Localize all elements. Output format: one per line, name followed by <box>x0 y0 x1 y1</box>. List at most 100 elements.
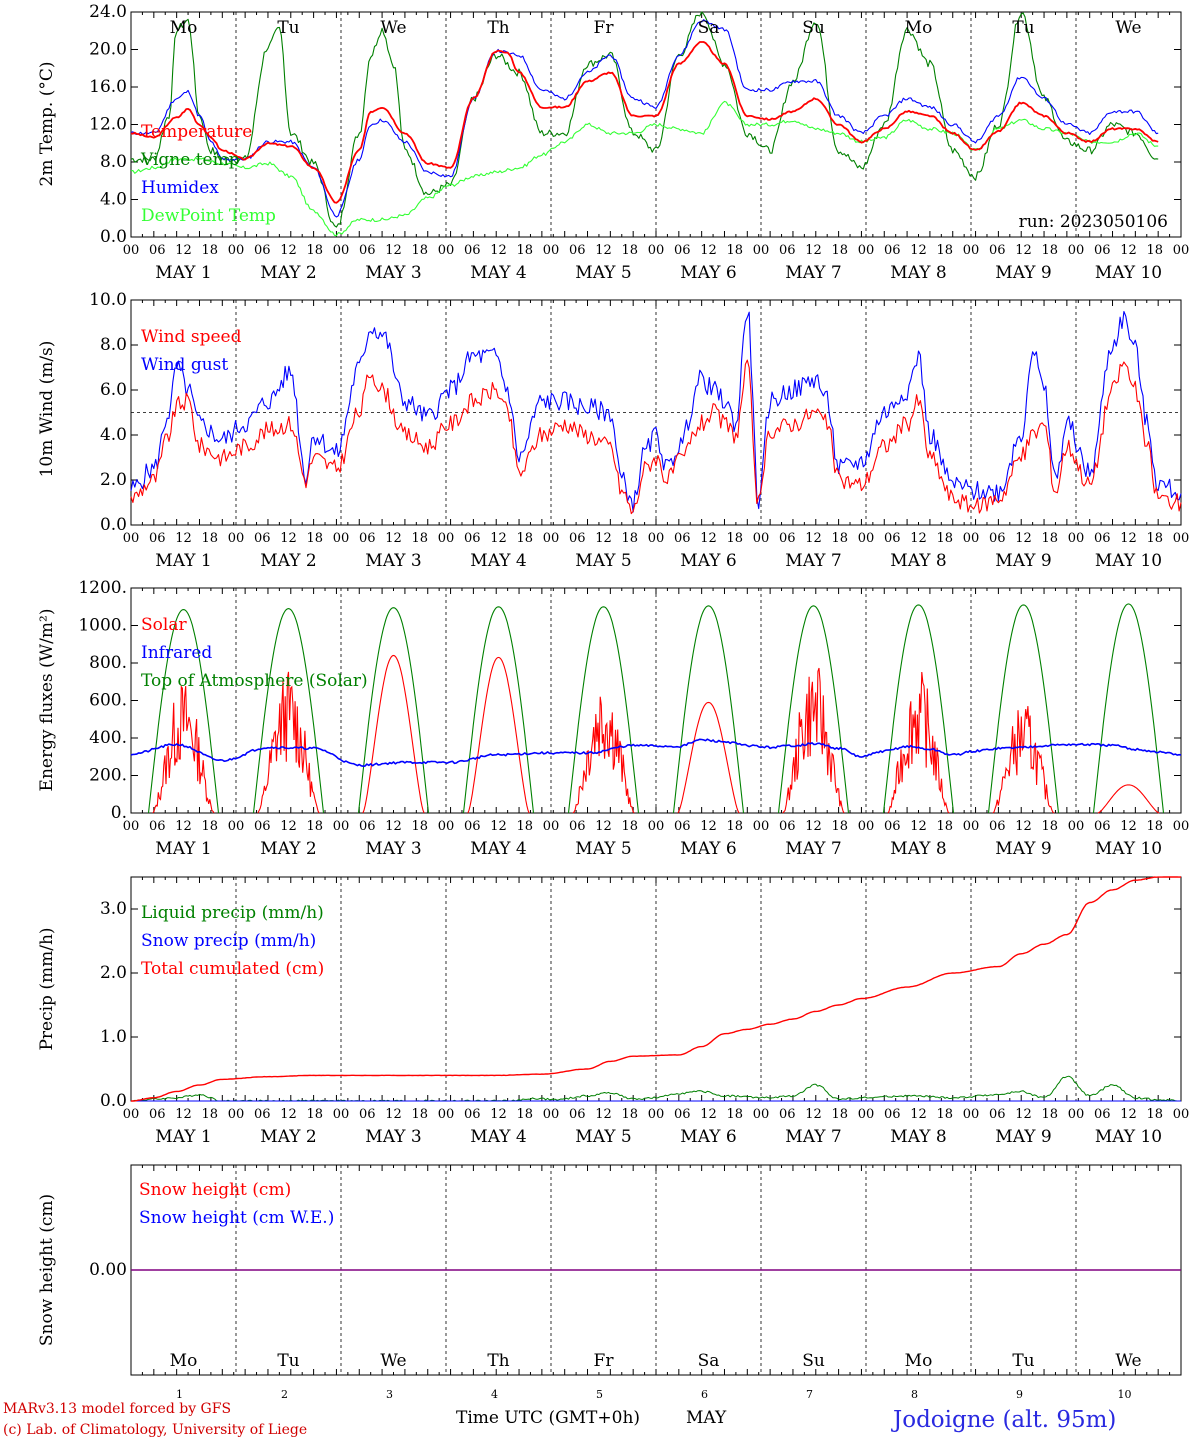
hour-tick-label: 06 <box>779 1107 796 1122</box>
hour-tick-label: 00 <box>123 819 140 834</box>
date-label: MAY 5 <box>575 263 631 283</box>
y-tick-label: 0.0 <box>100 515 127 535</box>
hour-tick-label: 18 <box>1041 819 1058 834</box>
series-line-top-of-atmosphere <box>147 603 1165 814</box>
hour-tick-label: 00 <box>753 819 770 834</box>
hour-tick-label: 12 <box>805 819 822 834</box>
date-label: MAY 10 <box>1095 1127 1162 1147</box>
hour-tick-label: 12 <box>910 819 927 834</box>
hour-tick-label: 12 <box>1120 1107 1137 1122</box>
date-label: MAY 6 <box>680 1127 736 1147</box>
hour-tick-label: 12 <box>280 243 297 258</box>
y-tick-label: 16.0 <box>89 77 127 97</box>
hour-tick-label: 18 <box>726 531 743 546</box>
hour-tick-label: 06 <box>464 1107 481 1122</box>
hour-tick-label: 00 <box>648 243 665 258</box>
date-label: MAY 5 <box>575 551 631 571</box>
y-tick-label: 20.0 <box>89 40 127 60</box>
hour-tick-label: 12 <box>700 531 717 546</box>
hour-tick-label: 12 <box>700 819 717 834</box>
hour-tick-label: 18 <box>516 819 533 834</box>
hour-tick-label: 12 <box>1015 531 1032 546</box>
y-axis-label: 10m Wind (m/s) <box>37 341 57 478</box>
hour-tick-label: 06 <box>149 819 166 834</box>
hour-tick-label: 12 <box>1120 819 1137 834</box>
hour-tick-label: 06 <box>149 1107 166 1122</box>
hour-tick-label: 18 <box>831 531 848 546</box>
legend-entry: Vigne temp <box>140 150 240 170</box>
y-tick-label: 0.0 <box>100 1091 127 1111</box>
weekday-label: Su <box>802 18 825 38</box>
hour-tick-label: 12 <box>805 531 822 546</box>
hour-tick-label: 12 <box>490 243 507 258</box>
hour-tick-label: 18 <box>201 1107 218 1122</box>
hour-tick-label: 00 <box>438 531 455 546</box>
weekday-label: Mo <box>905 18 933 38</box>
hour-tick-label: 00 <box>858 819 875 834</box>
date-label: MAY 4 <box>470 1127 526 1147</box>
hour-tick-label: 12 <box>280 819 297 834</box>
day-number-label: 7 <box>806 1388 813 1401</box>
hour-tick-label: 18 <box>726 1107 743 1122</box>
hour-tick-label: 06 <box>884 819 901 834</box>
hour-tick-label: 06 <box>884 243 901 258</box>
weekday-label: Su <box>802 1351 825 1371</box>
y-tick-label: 6.0 <box>100 380 127 400</box>
y-tick-label: 8.0 <box>100 152 127 172</box>
hour-tick-label: 18 <box>1041 243 1058 258</box>
hour-tick-label: 18 <box>936 243 953 258</box>
hour-tick-label: 12 <box>805 243 822 258</box>
date-label: MAY 6 <box>680 839 736 859</box>
energy-panel: 0. 200. 400. 600. 800. 1000. 1200. Energy fluxe… <box>37 578 1189 859</box>
hour-tick-label: 00 <box>1068 819 1085 834</box>
hour-tick-label: 18 <box>201 531 218 546</box>
date-label: MAY 1 <box>155 263 211 283</box>
series-line-dewpoint-temp <box>130 100 1159 237</box>
date-label: MAY 7 <box>785 263 841 283</box>
hour-tick-label: 12 <box>1120 531 1137 546</box>
run-annotation: run: 2023050106 <box>1019 212 1168 232</box>
hour-tick-label: 12 <box>490 531 507 546</box>
station-label: Jodoigne (alt. 95m) <box>891 1407 1116 1433</box>
hour-tick-label: 06 <box>779 531 796 546</box>
hour-tick-label: 06 <box>464 243 481 258</box>
hour-tick-label: 18 <box>621 243 638 258</box>
model-credit: MARv3.13 model forced by GFS <box>3 1401 231 1417</box>
precip-panel: 0.0 1.0 2.0 3.0 Precip (mm/h) Liquid precip (… <box>37 876 1189 1147</box>
hour-tick-label: 18 <box>516 531 533 546</box>
hour-tick-label: 06 <box>674 819 691 834</box>
weekday-label: We <box>380 1351 406 1371</box>
hour-tick-label: 12 <box>595 819 612 834</box>
hour-tick-label: 18 <box>1146 819 1163 834</box>
hour-tick-label: 18 <box>726 819 743 834</box>
weekday-label: Tu <box>1012 18 1034 38</box>
hour-tick-label: 18 <box>411 531 428 546</box>
hour-tick-label: 00 <box>543 243 560 258</box>
hour-tick-label: 06 <box>149 531 166 546</box>
y-tick-label: 8.0 <box>100 335 127 355</box>
legend-entry: Snow height (cm) <box>139 1180 291 1200</box>
series-line-vigne-temp <box>130 11 1159 228</box>
hour-tick-label: 12 <box>280 1107 297 1122</box>
hour-tick-label: 06 <box>1094 1107 1111 1122</box>
hour-tick-label: 12 <box>805 1107 822 1122</box>
date-label: MAY 8 <box>890 1127 946 1147</box>
date-label: MAY 9 <box>995 1127 1051 1147</box>
date-label: MAY 8 <box>890 839 946 859</box>
hour-tick-label: 06 <box>359 1107 376 1122</box>
y-tick-label: 0. <box>111 803 127 823</box>
weekday-label: Mo <box>170 1351 198 1371</box>
hour-tick-label: 00 <box>1173 819 1190 834</box>
hour-tick-label: 12 <box>595 531 612 546</box>
hour-tick-label: 00 <box>753 1107 770 1122</box>
date-label: MAY 10 <box>1095 263 1162 283</box>
y-tick-label: 800. <box>89 653 127 673</box>
date-label: MAY 4 <box>470 839 526 859</box>
y-tick-label: 4.0 <box>100 190 127 210</box>
date-label: MAY 5 <box>575 1127 631 1147</box>
legend-entry: Liquid precip (mm/h) <box>141 903 324 923</box>
day-number-label: 9 <box>1016 1388 1023 1401</box>
hour-tick-label: 00 <box>648 819 665 834</box>
legend-entry: DewPoint Temp <box>141 206 276 226</box>
weekday-label: Mo <box>170 18 198 38</box>
